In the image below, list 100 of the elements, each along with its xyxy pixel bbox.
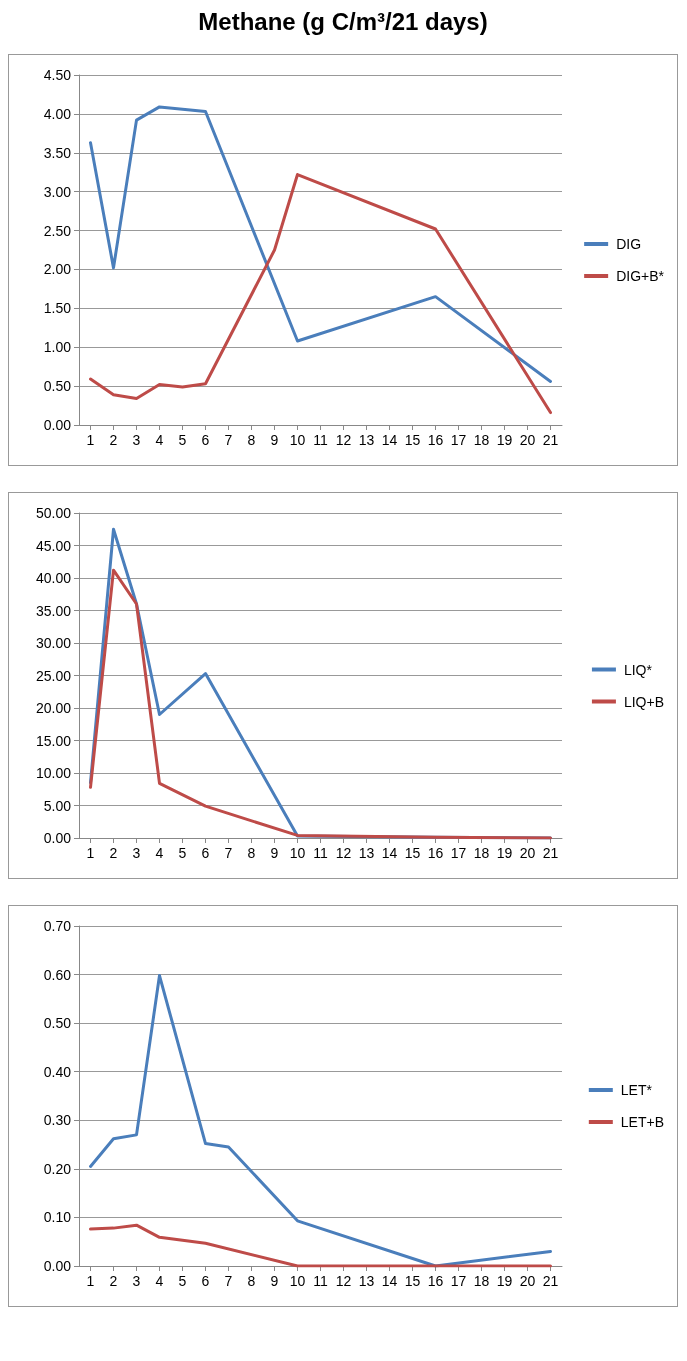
x-tick-label: 6: [201, 432, 210, 448]
x-tick-label: 20: [519, 432, 536, 448]
x-tick-label: 2: [109, 432, 118, 448]
y-tick-label: 3.50: [43, 144, 72, 161]
x-tick-label: 20: [519, 1273, 536, 1289]
x-tick-label: 8: [247, 845, 256, 861]
x-tick-label: 12: [335, 1273, 352, 1289]
x-tick-label: 7: [224, 845, 233, 861]
y-tick-label: 0.00: [43, 1258, 72, 1274]
y-tick-label: 2.50: [43, 222, 72, 239]
x-tick-label: 10: [289, 432, 306, 448]
y-tick-label: 35.00: [35, 602, 72, 619]
y-tick-label: 1.50: [43, 300, 72, 317]
x-tick-label: 21: [542, 1273, 559, 1289]
y-tick-label: 0.70: [43, 918, 72, 934]
x-tick-label: 6: [201, 845, 210, 861]
x-tick-label: 1: [86, 845, 95, 861]
y-tick-label: 45.00: [35, 537, 72, 554]
x-tick-label: 10: [289, 845, 306, 861]
x-tick-label: 4: [155, 432, 164, 448]
y-tick-label: 0.40: [43, 1063, 72, 1080]
x-tick-label: 19: [496, 432, 513, 448]
x-tick-label: 17: [450, 845, 467, 861]
x-tick-label: 16: [427, 845, 444, 861]
x-tick-label: 20: [519, 845, 536, 861]
x-tick-label: 13: [358, 1273, 375, 1289]
x-tick-label: 7: [224, 432, 233, 448]
x-tick-label: 11: [313, 432, 328, 448]
chart-title: Methane (g C/m³/21 days): [197, 8, 489, 36]
x-tick-label: 16: [427, 1273, 444, 1289]
x-tick-label: 17: [450, 432, 467, 448]
y-tick-label: 0.30: [43, 1112, 72, 1129]
x-tick-label: 6: [201, 1273, 210, 1289]
legend-label: LET+B: [620, 1114, 665, 1130]
y-tick-label: 25.00: [35, 667, 72, 684]
y-tick-label: 20.00: [35, 700, 72, 716]
y-tick-label: 4.50: [43, 67, 72, 83]
legend-label: DIG+B*: [616, 268, 665, 284]
x-tick-label: 7: [224, 1273, 233, 1289]
y-tick-label: 0.00: [43, 830, 72, 846]
legend-label: LET*: [620, 1082, 653, 1098]
y-tick-label: 0.50: [43, 378, 72, 395]
x-tick-label: 2: [109, 1273, 118, 1289]
x-tick-label: 8: [247, 1273, 256, 1289]
legend-label: LIQ*: [623, 661, 653, 678]
line-series: [89, 173, 552, 415]
y-tick-label: 30.00: [35, 635, 72, 651]
line-series: [89, 974, 552, 1268]
x-tick-label: 14: [381, 1273, 398, 1289]
x-tick-label: 14: [381, 845, 398, 861]
x-tick-label: 2: [109, 845, 118, 861]
y-tick-label: 5.00: [43, 797, 72, 814]
y-tick-label: 0.10: [43, 1209, 72, 1226]
y-tick-label: 0.20: [43, 1160, 72, 1177]
x-tick-label: 18: [473, 845, 490, 861]
y-tick-label: 10.00: [35, 765, 72, 781]
x-tick-label: 21: [542, 845, 559, 861]
y-tick-label: 50.00: [35, 505, 72, 521]
x-tick-label: 15: [404, 432, 421, 448]
x-tick-label: 18: [473, 1273, 490, 1289]
legend-label: LIQ+B: [623, 693, 665, 710]
y-tick-label: 0.50: [43, 1015, 72, 1032]
x-tick-label: 3: [132, 845, 141, 861]
x-tick-label: 9: [270, 845, 279, 861]
y-tick-label: 4.00: [43, 105, 72, 122]
x-tick-label: 16: [427, 432, 444, 448]
y-tick-label: 15.00: [35, 732, 72, 749]
x-tick-label: 11: [313, 1273, 328, 1289]
x-tick-label: 19: [496, 1273, 513, 1289]
x-tick-label: 5: [178, 432, 187, 448]
x-tick-label: 1: [86, 432, 95, 448]
legend-label: DIG: [616, 236, 642, 252]
x-tick-label: 3: [132, 432, 141, 448]
y-tick-label: 0.00: [43, 417, 72, 433]
x-tick-label: 12: [335, 432, 352, 448]
x-tick-label: 9: [270, 1273, 279, 1289]
x-tick-label: 13: [358, 845, 375, 861]
x-tick-label: 18: [473, 432, 490, 448]
x-tick-label: 19: [496, 845, 513, 861]
x-tick-label: 3: [132, 1273, 141, 1289]
x-tick-label: 15: [404, 845, 421, 861]
x-tick-label: 4: [155, 845, 164, 861]
x-tick-label: 14: [381, 432, 398, 448]
x-tick-label: 12: [335, 845, 352, 861]
line-series: [89, 105, 552, 383]
x-tick-label: 15: [404, 1273, 421, 1289]
y-tick-label: 1.00: [43, 339, 72, 356]
line-series: [89, 1223, 552, 1268]
x-tick-label: 4: [155, 1273, 164, 1289]
x-tick-label: 1: [86, 1273, 95, 1289]
x-tick-label: 5: [178, 1273, 187, 1289]
x-tick-label: 9: [270, 432, 279, 448]
x-tick-label: 10: [289, 1273, 306, 1289]
x-tick-label: 17: [450, 1273, 467, 1289]
y-tick-label: 3.00: [43, 183, 72, 200]
x-tick-label: 21: [542, 432, 559, 448]
x-tick-label: 5: [178, 845, 187, 861]
x-tick-label: 13: [358, 432, 375, 448]
y-tick-label: 0.60: [43, 966, 72, 983]
y-tick-label: 40.00: [35, 570, 72, 586]
